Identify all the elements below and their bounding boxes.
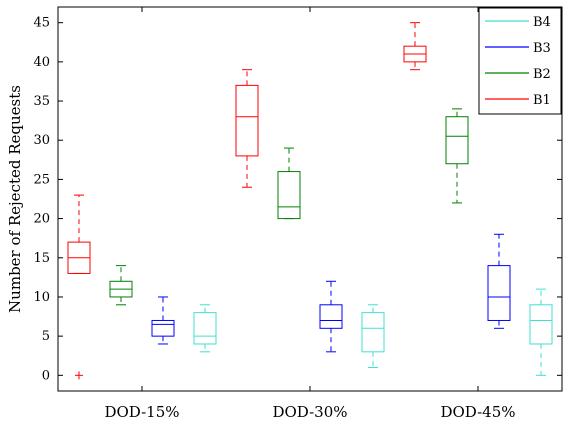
iqr-box [319,304,343,329]
box-b2-dod-30 [277,147,301,220]
iqr-box [277,171,301,220]
box-b3-dod-15 [151,296,175,345]
iqr-box [151,319,175,337]
box-b4-dod-30 [361,304,385,368]
y-tick-label: 25 [33,172,50,187]
box-b4-dod-45 [529,288,553,376]
y-tick-label: 10 [33,290,50,305]
legend-label: B3 [533,41,551,56]
box-b1-dod-30 [235,69,259,188]
y-tick-label: 15 [33,251,50,266]
y-tick-label: 35 [33,94,50,109]
legend-label: B1 [533,93,551,108]
box-b4-dod-15 [193,304,217,353]
y-tick-label: 45 [33,16,50,31]
y-axis-title: Number of Rejected Requests [6,85,24,313]
box-b2-dod-45 [445,108,469,204]
legend-item-b3: B3 [485,41,551,56]
outlier-marker [75,371,83,380]
box-b1-dod-15 [67,194,91,380]
iqr-box [529,304,553,345]
y-axis-ticks: 0 5 10 15 20 25 30 35 40 45 [33,16,562,383]
legend-item-b2: B2 [485,67,551,82]
y-tick-label: 30 [33,133,50,148]
legend-item-b1: B1 [485,93,551,108]
y-tick-label: 0 [42,368,50,383]
iqr-box [235,84,259,157]
legend: B4 B3 B2 B1 [478,7,562,115]
legend-item-b4: B4 [485,15,551,30]
iqr-box [361,312,385,353]
box-b3-dod-45 [487,233,511,329]
x-category-label: DOD-15% [104,403,179,421]
iqr-box [487,265,511,321]
box-groups [67,22,553,380]
legend-label: B4 [533,15,551,30]
box-b1-dod-45 [403,22,427,71]
x-axis-ticks: DOD-15% DOD-30% DOD-45% [104,7,516,421]
y-tick-label: 40 [33,55,50,70]
legend-box [478,7,562,115]
legend-label: B2 [533,67,551,82]
iqr-box [445,116,469,165]
iqr-box [193,312,217,345]
box-b2-dod-15 [109,265,133,306]
y-tick-label: 20 [33,212,50,227]
x-category-label: DOD-45% [440,403,515,421]
y-tick-label: 5 [42,329,50,344]
x-category-label: DOD-30% [272,403,347,421]
box-b3-dod-30 [319,280,343,353]
